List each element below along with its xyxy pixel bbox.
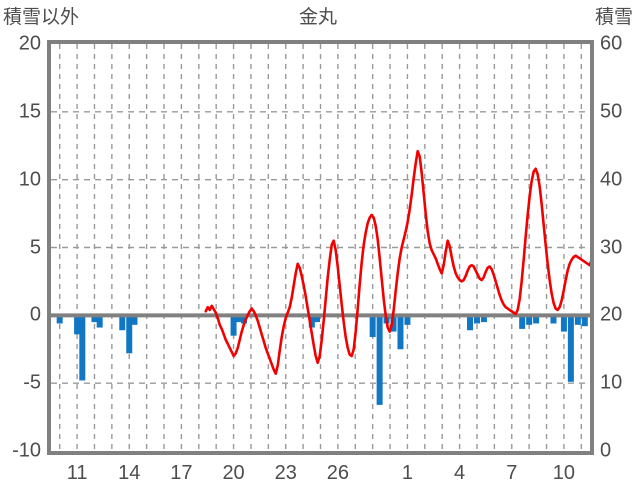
bar: [119, 315, 126, 331]
y-axis-tick-label: 10: [18, 168, 41, 191]
x-axis-tick-label: 14: [118, 462, 141, 484]
bar: [473, 315, 480, 324]
line-series-snow-depth: [204, 149, 590, 375]
x-axis-tick-label: 26: [326, 462, 349, 484]
y2-axis-tick-label: 50: [600, 100, 623, 123]
bar: [96, 315, 103, 328]
bar: [91, 315, 98, 323]
bar: [126, 315, 133, 354]
bar: [574, 315, 581, 325]
bar: [533, 315, 540, 324]
bar: [376, 315, 383, 405]
bar: [131, 315, 138, 325]
y2-axis-tick-label: 10: [600, 371, 623, 394]
bar: [369, 315, 376, 338]
page-title: 金丸: [298, 7, 337, 28]
bar: [230, 315, 237, 336]
x-axis-tick-label: 1: [401, 462, 413, 484]
y2-axis-tick-label: 20: [600, 303, 623, 326]
x-axis-tick-label: 4: [454, 462, 466, 484]
bar-series-snow-other: [56, 315, 588, 405]
bar: [56, 315, 63, 324]
bar: [467, 315, 474, 331]
plot-frame: [47, 40, 594, 455]
y2-axis-tick-label: 30: [600, 236, 623, 258]
bar: [390, 315, 397, 332]
bar: [404, 315, 411, 325]
left-axis-title: 積雪以外: [3, 7, 80, 28]
bar: [74, 315, 81, 335]
bar: [560, 315, 567, 332]
bar: [397, 315, 404, 350]
x-axis-tick-label: 23: [274, 462, 297, 484]
plot-area: [51, 44, 590, 451]
y2-axis-tick-label: 40: [600, 168, 623, 191]
bar: [581, 315, 588, 327]
y2-axis-tick-label: 0: [600, 439, 612, 462]
y2-axis-tick-label: 60: [600, 32, 623, 55]
y-axis-tick-label: 0: [29, 303, 41, 326]
y-axis-tick-label: 5: [29, 236, 41, 258]
y-axis-tick-label: -5: [23, 371, 41, 394]
bar: [235, 315, 242, 323]
y-axis-tick-label: -10: [12, 439, 41, 462]
bar: [550, 315, 557, 324]
gridlines: [51, 44, 590, 451]
y-axis-tick-label: 20: [18, 32, 41, 55]
y-axis-tick-label: 15: [18, 100, 41, 123]
x-axis-tick-label: 11: [66, 462, 88, 484]
bar: [567, 315, 574, 382]
snow-depth-line: [204, 149, 590, 375]
x-axis-tick-label: 20: [222, 462, 245, 484]
chart-canvas: [51, 44, 590, 451]
bar: [241, 315, 247, 324]
bar: [79, 315, 86, 381]
bar: [519, 315, 526, 329]
x-axis-tick-label: 17: [170, 462, 193, 484]
bar: [526, 315, 533, 325]
x-axis-tick-label: 10: [552, 462, 576, 484]
right-axis-title: 積雪: [594, 7, 633, 28]
bar: [314, 315, 321, 323]
x-axis-tick-label: 7: [506, 462, 518, 484]
bar: [480, 315, 487, 323]
bar: [308, 315, 315, 328]
